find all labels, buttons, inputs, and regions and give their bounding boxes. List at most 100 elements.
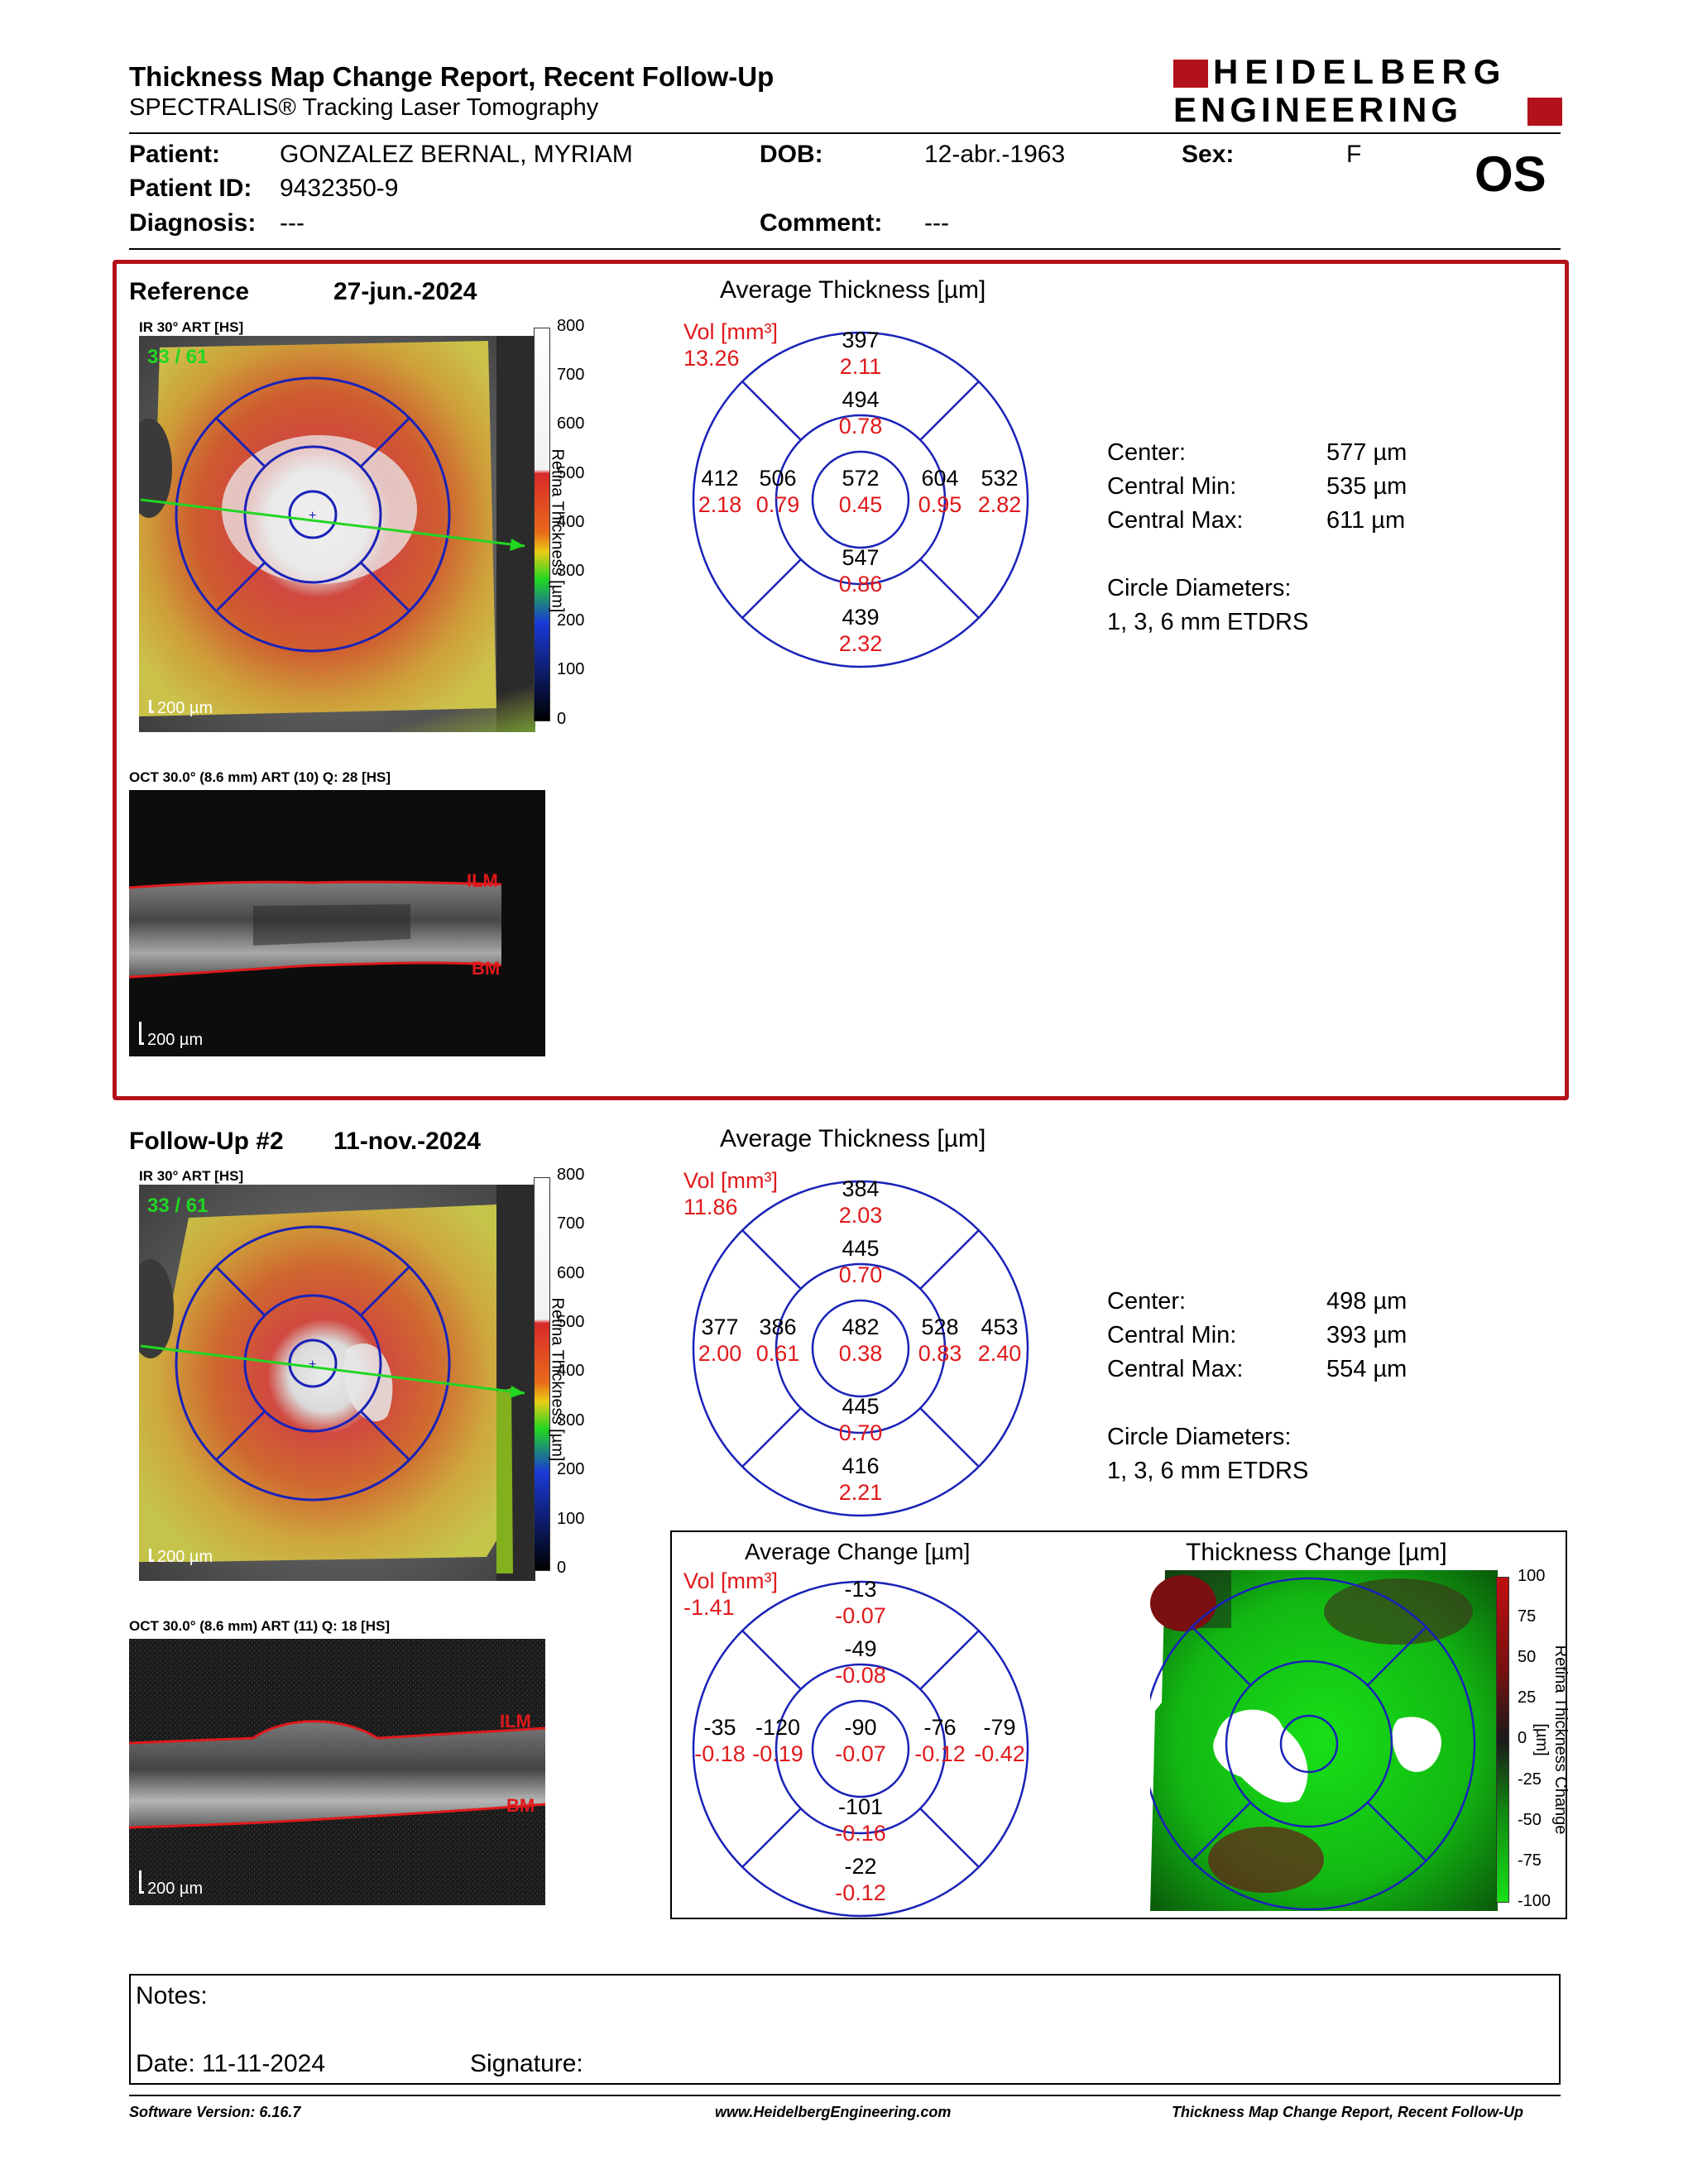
- ref-sector-inner-top-v: 0.78: [838, 414, 883, 438]
- ref-scale-bar-label: 200 µm: [157, 699, 213, 717]
- fu-colorbar: [534, 1177, 550, 1571]
- notes-date: Date: 11-11-2024: [136, 2050, 326, 2077]
- fu-center-value: 498 µm: [1326, 1288, 1407, 1315]
- fu-sector-inner-right-v: 0.83: [918, 1341, 962, 1366]
- dob-value: 12-abr.-1963: [924, 141, 1066, 168]
- reference-date: 27-jun.-2024: [333, 278, 477, 305]
- ref-oct-scale-label: 200 µm: [147, 1031, 204, 1049]
- ref-sector-inner-top-t: 494: [842, 387, 880, 412]
- fu-sector-outer-bottom-t: 416: [842, 1454, 880, 1478]
- chg-sector-inner-left-t: -120: [755, 1715, 801, 1740]
- fu-oct-bm-label: BM: [506, 1795, 535, 1816]
- ref-oct-caption: OCT 30.0° (8.6 mm) ART (10) Q: 28 [HS]: [129, 769, 391, 785]
- reference-label: Reference: [129, 278, 250, 305]
- change-colorbar-tick: -25: [1518, 1770, 1542, 1789]
- logo-block-bottom: [1527, 98, 1562, 126]
- fu-oct-scale-bar: 200 µm: [139, 1870, 203, 1899]
- chg-sector-outer-left-t: -35: [703, 1715, 736, 1740]
- fu-colorbar-tick: 0: [557, 1559, 567, 1577]
- ref-diam-label: Circle Diameters:: [1107, 575, 1292, 601]
- logo-line1: HEIDELBERG: [1213, 52, 1508, 91]
- ref-oct-cysts: [253, 904, 410, 946]
- ref-sector-inner-right-v: 0.95: [918, 492, 962, 517]
- ref-sector-outer-left-v: 2.18: [698, 492, 742, 517]
- fu-oct-scale-glyph: [139, 1870, 144, 1894]
- change-map-area: [1150, 1570, 1498, 1911]
- chg-sector-inner-left-v: -0.19: [752, 1741, 803, 1766]
- chg-sector-outer-top-t: -13: [844, 1577, 877, 1602]
- ref-colorbar-tick: 400: [557, 513, 585, 531]
- fu-oct-image[interactable]: [129, 1639, 545, 1905]
- ref-colorbar-tick: 300: [557, 562, 585, 580]
- fu-sector-center-t: 482: [842, 1315, 880, 1339]
- chg-sector-inner-bottom-t: -101: [837, 1794, 884, 1819]
- change-colorbar-tick: 75: [1518, 1607, 1537, 1626]
- sex-value: F: [1346, 141, 1362, 168]
- ref-avg-title: Average Thickness [µm]: [720, 276, 986, 304]
- fu-center-label: Center:: [1107, 1288, 1187, 1315]
- chg-sector-inner-right-t: -76: [923, 1715, 957, 1740]
- ref-oct-scale-bar: 200 µm: [139, 1022, 203, 1050]
- ref-diam-value: 1, 3, 6 mm ETDRS: [1107, 609, 1309, 635]
- patient-name: GONZALEZ BERNAL, MYRIAM: [280, 141, 633, 168]
- svg-text:+: +: [309, 1358, 316, 1372]
- ref-oct-ilm-line: [129, 880, 502, 889]
- notes-box[interactable]: [129, 1974, 1561, 2085]
- ref-sector-inner-bottom-v: 0.86: [838, 572, 883, 596]
- footer-website[interactable]: www.HeidelbergEngineering.com: [715, 2104, 952, 2120]
- ref-sector-outer-bottom-v: 2.32: [838, 631, 883, 656]
- ref-vol-total: 13.26: [683, 346, 740, 371]
- logo-block-top: [1173, 60, 1208, 88]
- report-subtitle: SPECTRALIS® Tracking Laser Tomography: [129, 94, 599, 121]
- ref-oct-scale-glyph: [139, 1022, 144, 1045]
- ref-min-value: 535 µm: [1326, 473, 1407, 500]
- footer-software: Software Version: 6.16.7: [129, 2104, 301, 2120]
- fu-sector-center-v: 0.38: [838, 1341, 883, 1366]
- fu-colorbar-tick: 500: [557, 1313, 585, 1331]
- ref-colorbar-tick: 600: [557, 414, 585, 433]
- fu-colorbar-tick: 600: [557, 1264, 585, 1282]
- ref-oct-image[interactable]: [129, 790, 545, 1056]
- ref-colorbar-tick: 100: [557, 660, 585, 678]
- chg-sector-center-v: -0.07: [835, 1741, 886, 1766]
- fu-diam-value: 1, 3, 6 mm ETDRS: [1107, 1458, 1309, 1484]
- chg-sector-inner-top-v: -0.08: [835, 1663, 886, 1688]
- change-map-red-bottom: [1208, 1827, 1324, 1893]
- logo-line2: ENGINEERING: [1173, 90, 1463, 129]
- ref-scan-arrow: [510, 539, 525, 551]
- fu-sector-inner-top-v: 0.70: [838, 1262, 883, 1287]
- ref-frame-counter: 33 / 61: [147, 346, 209, 368]
- patient-id-label: Patient ID:: [129, 175, 252, 202]
- fu-scale-bar: 200 µm: [149, 1548, 213, 1567]
- fu-sector-outer-left-t: 377: [701, 1315, 739, 1339]
- fu-optic-disc: [139, 1259, 174, 1358]
- chg-sector-inner-right-v: -0.12: [914, 1741, 966, 1766]
- fu-oct-bm-line: [129, 1803, 545, 1829]
- change-map-image[interactable]: [1150, 1570, 1498, 1911]
- fu-oct-ilm-label: ILM: [500, 1711, 531, 1731]
- ref-colorbar-tick: 800: [557, 317, 585, 335]
- change-panel: [670, 1530, 1567, 1919]
- fu-sector-outer-right-t: 453: [981, 1315, 1019, 1339]
- sex-label: Sex:: [1182, 141, 1235, 168]
- fu-scan-line: [140, 1344, 525, 1395]
- patient-id-value: 9432350-9: [280, 175, 399, 202]
- followup-date: 11-nov.-2024: [333, 1128, 481, 1155]
- change-colorbar-tick: -50: [1518, 1811, 1542, 1829]
- fu-sector-outer-left-v: 2.00: [698, 1341, 742, 1366]
- report-title: Thickness Map Change Report, Recent Foll…: [129, 61, 774, 92]
- fu-ir-image[interactable]: [139, 1185, 535, 1581]
- notes-signature-label: Signature:: [470, 2050, 583, 2077]
- fu-sector-outer-top-t: 384: [842, 1176, 880, 1201]
- ref-colorbar-tick: 700: [557, 366, 585, 384]
- fu-colorbar-tick: 700: [557, 1214, 585, 1233]
- fu-colorbar-tick: 800: [557, 1166, 585, 1184]
- ref-sector-inner-left-t: 506: [759, 466, 797, 491]
- fu-frame-counter: 33 / 61: [147, 1195, 209, 1217]
- chg-sector-outer-right-v: -0.42: [974, 1741, 1025, 1766]
- ref-center-value: 577 µm: [1326, 439, 1407, 466]
- fu-sector-outer-top-v: 2.03: [838, 1203, 883, 1228]
- diagnosis-value: ---: [280, 209, 305, 237]
- ref-oct-svg: [129, 790, 545, 1056]
- fu-scan-arrow: [510, 1386, 525, 1398]
